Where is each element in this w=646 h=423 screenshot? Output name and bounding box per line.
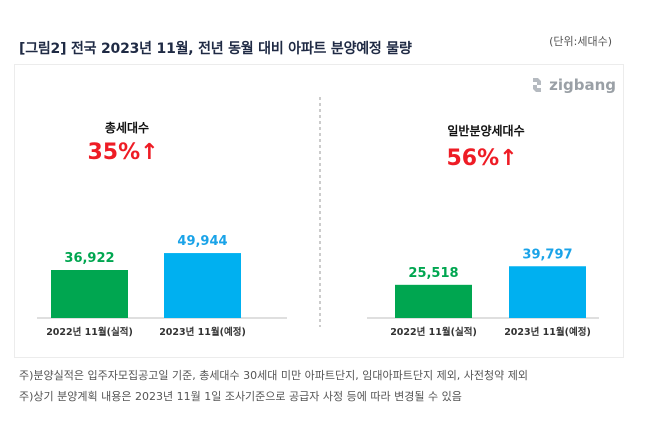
zigbang-logo-icon [533,78,542,92]
increase-label-total: 35%↑ [87,140,158,165]
value-label-general-2022: 25,518 [408,266,458,281]
value-label-total-2022: 36,922 [64,251,114,266]
tick-label-total-2023: 2023년 11월(예정) [159,326,246,338]
chart-title: [그림2] 전국 2023년 11월, 전년 동월 대비 아파트 분양예정 물량 [19,41,412,57]
unit-label: (단위:세대수) [549,35,612,48]
bar-total-2022 [51,270,128,318]
zigbang-logo-text: zigbang [549,76,616,94]
panel-title-general: 일반분양세대수 [447,123,524,138]
increase-label-general: 56%↑ [446,146,517,171]
footnote-1: 주)분양실적은 입주자모집공고일 기준, 총세대수 30세대 미만 아파트단지,… [19,369,529,382]
tick-label-general-2022: 2022년 11월(실적) [390,326,477,338]
footnote-2: 주)상기 분양계획 내용은 2023년 11월 1일 조사기준으로 공급자 사정… [19,390,462,403]
bar-general-2023 [509,266,586,318]
bar-total-2023 [164,253,241,318]
value-label-general-2023: 39,797 [522,247,572,262]
tick-label-total-2022: 2022년 11월(실적) [46,326,133,338]
tick-label-general-2023: 2023년 11월(예정) [504,326,591,338]
value-label-total-2023: 49,944 [177,234,227,249]
bar-general-2022 [395,284,472,318]
panel-title-total: 총세대수 [105,120,149,135]
zigbang-logo: zigbang [529,76,616,94]
chart-panel: 총세대수 35%↑ 36,922 2022년 11월(실적) 49,944 2023년 1… [14,64,624,358]
bar-charts: 총세대수 35%↑ 36,922 2022년 11월(실적) 49,944 2023년 1… [37,97,599,338]
